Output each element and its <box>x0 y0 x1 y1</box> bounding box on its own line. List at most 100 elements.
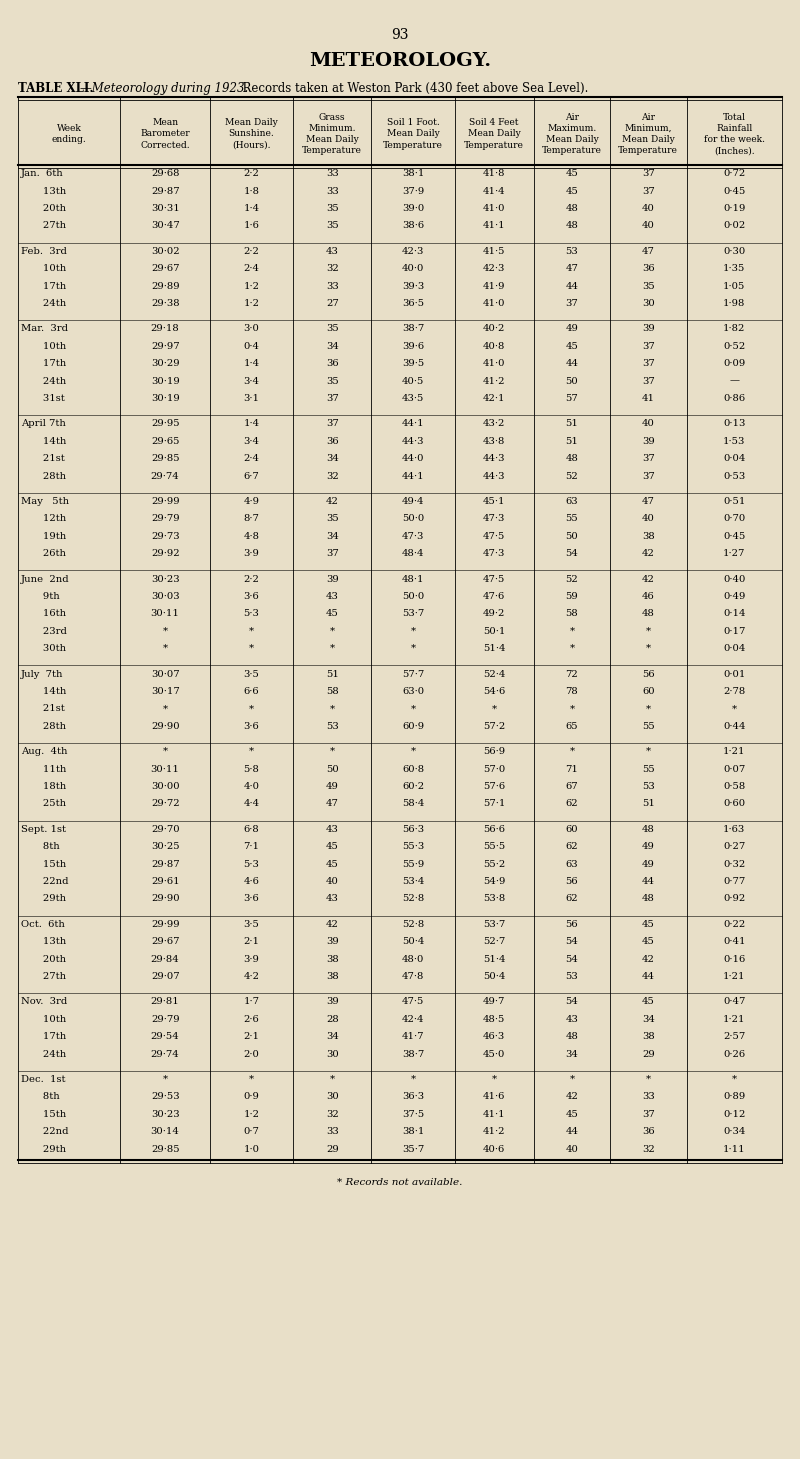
Text: 57·1: 57·1 <box>483 800 506 808</box>
Text: 52·8: 52·8 <box>402 919 424 929</box>
Text: 49: 49 <box>642 859 654 868</box>
Text: 38·1: 38·1 <box>402 169 424 178</box>
Text: 4·8: 4·8 <box>243 531 259 541</box>
Text: 30·17: 30·17 <box>150 687 179 696</box>
Text: 29·53: 29·53 <box>151 1093 179 1102</box>
Text: 49: 49 <box>326 782 338 791</box>
Text: 60: 60 <box>642 687 654 696</box>
Text: 50·1: 50·1 <box>483 627 506 636</box>
Text: 29·87: 29·87 <box>151 187 179 196</box>
Text: 53: 53 <box>326 722 338 731</box>
Text: 0·27: 0·27 <box>723 842 746 851</box>
Text: 0·72: 0·72 <box>723 169 746 178</box>
Text: 8·7: 8·7 <box>244 515 259 524</box>
Text: 48: 48 <box>642 824 654 833</box>
Text: Sept. 1st: Sept. 1st <box>21 824 66 833</box>
Text: 3·9: 3·9 <box>244 549 259 559</box>
Text: *: * <box>162 645 168 654</box>
Text: 0·22: 0·22 <box>723 919 746 929</box>
Text: 29·18: 29·18 <box>150 324 179 334</box>
Text: 30·07: 30·07 <box>151 670 179 678</box>
Text: 29·38: 29·38 <box>151 299 179 308</box>
Text: 39·3: 39·3 <box>402 282 424 290</box>
Text: 42: 42 <box>326 498 338 506</box>
Text: 37: 37 <box>326 394 338 403</box>
Text: 36: 36 <box>326 359 338 368</box>
Text: 32: 32 <box>326 471 338 480</box>
Text: 9th: 9th <box>21 592 60 601</box>
Text: 40·0: 40·0 <box>402 264 424 273</box>
Text: Air
Minimum,
Mean Daily
Temperature: Air Minimum, Mean Daily Temperature <box>618 112 678 155</box>
Text: 51: 51 <box>642 800 654 808</box>
Text: 33: 33 <box>326 169 338 178</box>
Text: 44·0: 44·0 <box>402 454 424 463</box>
Text: 37: 37 <box>566 299 578 308</box>
Text: 53·7: 53·7 <box>402 610 424 619</box>
Text: *: * <box>570 747 574 756</box>
Text: 34: 34 <box>326 531 338 541</box>
Text: 0·77: 0·77 <box>723 877 746 886</box>
Text: 52·7: 52·7 <box>483 937 506 947</box>
Text: 0·02: 0·02 <box>723 222 746 231</box>
Text: 0·89: 0·89 <box>723 1093 746 1102</box>
Text: 42: 42 <box>642 575 654 584</box>
Text: 35: 35 <box>642 282 654 290</box>
Text: Mean Daily
Sunshine.
(Hours).: Mean Daily Sunshine. (Hours). <box>225 118 278 150</box>
Text: *: * <box>646 1075 651 1084</box>
Text: 52: 52 <box>566 471 578 480</box>
Text: 15th: 15th <box>21 859 66 868</box>
Text: 43·8: 43·8 <box>483 436 506 446</box>
Text: *: * <box>249 645 254 654</box>
Text: 17th: 17th <box>21 1032 66 1042</box>
Text: *: * <box>646 705 651 713</box>
Text: 1·7: 1·7 <box>243 998 259 1007</box>
Text: 5·3: 5·3 <box>244 610 259 619</box>
Text: 29·74: 29·74 <box>150 471 179 480</box>
Text: 41·1: 41·1 <box>483 222 506 231</box>
Text: 1·82: 1·82 <box>723 324 746 334</box>
Text: 3·6: 3·6 <box>244 592 259 601</box>
Text: 45: 45 <box>642 919 654 929</box>
Text: 0·12: 0·12 <box>723 1110 746 1119</box>
Text: 41·2: 41·2 <box>483 376 506 385</box>
Text: 2·0: 2·0 <box>244 1049 259 1059</box>
Text: 46·3: 46·3 <box>483 1032 506 1042</box>
Text: 33: 33 <box>326 187 338 196</box>
Text: 41·5: 41·5 <box>483 247 506 255</box>
Text: 44: 44 <box>566 282 578 290</box>
Text: 42·3: 42·3 <box>483 264 506 273</box>
Text: 1·63: 1·63 <box>723 824 746 833</box>
Text: Dec.  1st: Dec. 1st <box>21 1075 66 1084</box>
Text: *: * <box>410 627 415 636</box>
Text: 54: 54 <box>566 998 578 1007</box>
Text: 41·0: 41·0 <box>483 204 506 213</box>
Text: 29·61: 29·61 <box>151 877 179 886</box>
Text: 0·14: 0·14 <box>723 610 746 619</box>
Text: 45·1: 45·1 <box>483 498 506 506</box>
Text: 53·7: 53·7 <box>483 919 506 929</box>
Text: 0·9: 0·9 <box>244 1093 259 1102</box>
Text: *: * <box>570 705 574 713</box>
Text: 29·74: 29·74 <box>150 1049 179 1059</box>
Text: 28th: 28th <box>21 471 66 480</box>
Text: 37: 37 <box>642 376 654 385</box>
Text: 4·9: 4·9 <box>243 498 259 506</box>
Text: 48: 48 <box>566 1032 578 1042</box>
Text: 1·11: 1·11 <box>723 1145 746 1154</box>
Text: 0·92: 0·92 <box>723 894 746 903</box>
Text: *: * <box>330 1075 335 1084</box>
Text: 55·3: 55·3 <box>402 842 424 851</box>
Text: 45: 45 <box>326 842 338 851</box>
Text: 2·2: 2·2 <box>244 169 259 178</box>
Text: *: * <box>646 747 651 756</box>
Text: 30: 30 <box>326 1093 338 1102</box>
Text: 60: 60 <box>566 824 578 833</box>
Text: 40: 40 <box>642 515 654 524</box>
Text: *: * <box>570 627 574 636</box>
Text: 29·95: 29·95 <box>151 419 179 429</box>
Text: 0·52: 0·52 <box>723 341 746 350</box>
Text: 39: 39 <box>326 998 338 1007</box>
Text: 2·6: 2·6 <box>244 1015 259 1024</box>
Text: 47: 47 <box>326 800 338 808</box>
Text: 38: 38 <box>642 1032 654 1042</box>
